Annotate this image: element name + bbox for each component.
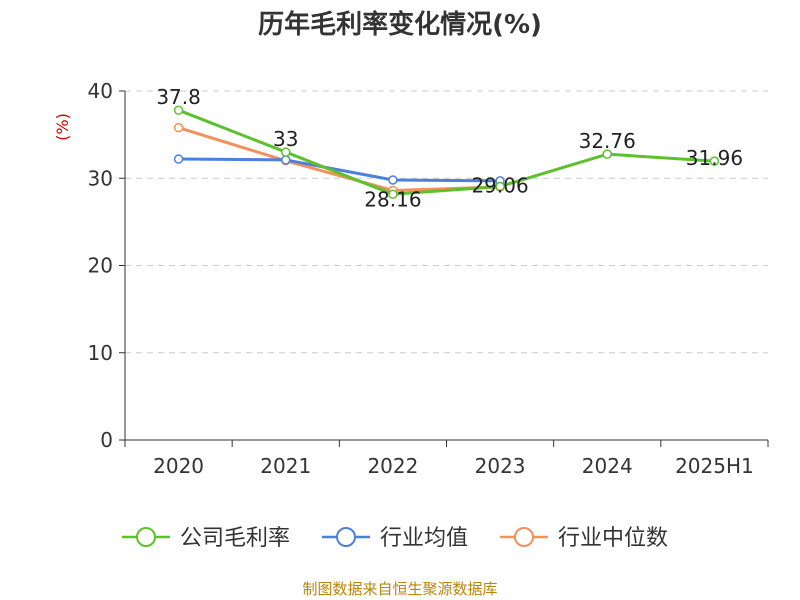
x-tick-label: 2021 (260, 454, 311, 478)
data-label: 29.06 (471, 173, 528, 197)
series-layer (173, 105, 720, 200)
legend-label: 公司毛利率 (180, 526, 290, 551)
data-label: 37.8 (156, 85, 201, 109)
legend-item: 行业均值 (322, 526, 468, 551)
x-tick-label: 2023 (475, 454, 526, 478)
data-point (281, 155, 291, 165)
series-line (178, 157, 501, 183)
legend-marker-icon (514, 527, 534, 547)
legend-label: 行业中位数 (558, 526, 668, 551)
data-point (388, 189, 398, 200)
x-tick-label: 2024 (582, 454, 633, 478)
footer-source: 制图数据来自恒生聚源数据库 (302, 580, 498, 598)
legend-item: 公司毛利率 (122, 526, 290, 551)
y-tick-label: 20 (88, 254, 113, 278)
data-point (602, 149, 612, 159)
legend-marker-icon (136, 527, 156, 547)
y-tick-label: 0 (100, 428, 113, 452)
data-point (709, 156, 720, 166)
data-point (173, 154, 184, 164)
y-axis-label: (%) (53, 113, 72, 141)
data-labels: 37.8 33 28.16 29.06 32.76 31.96 (156, 85, 743, 211)
data-point (281, 147, 291, 157)
data-label: 33 (273, 127, 298, 151)
y-tick-label: 10 (88, 341, 113, 365)
x-tick-label: 2020 (153, 454, 204, 478)
chart-title: 历年毛利率变化情况(%) (258, 10, 542, 40)
data-point (173, 105, 184, 115)
data-point (495, 181, 505, 192)
legend: 公司毛利率 行业均值 行业中位数 (122, 526, 668, 551)
legend-item: 行业中位数 (500, 526, 668, 551)
series-line (178, 126, 501, 192)
x-tick-label: 2022 (367, 454, 418, 478)
series-line (178, 108, 715, 196)
y-tick-label: 30 (88, 166, 113, 190)
data-label: 28.16 (364, 187, 421, 211)
legend-marker-icon (336, 527, 356, 547)
y-tick-label: 40 (88, 79, 113, 103)
legend-label: 行业均值 (380, 526, 468, 551)
grid-lines (125, 90, 768, 354)
data-label: 31.96 (686, 146, 743, 170)
data-point (173, 122, 184, 133)
x-tick-label: 2025H1 (675, 454, 754, 478)
data-label: 32.76 (579, 129, 636, 153)
axes: 0 10 20 30 40 2020 2021 2022 2023 2024 2025H1 (88, 79, 769, 478)
data-point (388, 175, 398, 185)
